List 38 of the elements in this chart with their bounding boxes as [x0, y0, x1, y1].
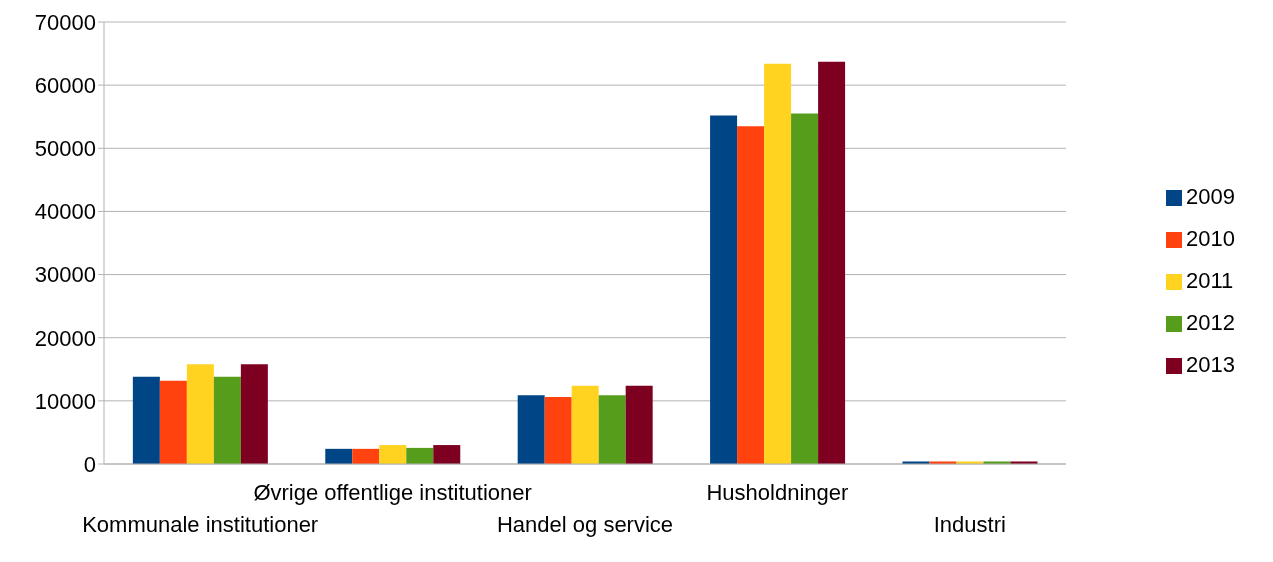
bar — [791, 113, 819, 464]
y-tick-label: 40000 — [34, 199, 96, 225]
bar — [159, 380, 187, 464]
bar — [571, 385, 599, 464]
legend-label: 2012 — [1186, 310, 1235, 335]
bar — [325, 448, 353, 464]
y-tick-label: 50000 — [34, 136, 96, 162]
bar — [710, 115, 738, 464]
legend-label: 2010 — [1186, 226, 1235, 251]
bar — [764, 63, 792, 464]
bar — [818, 61, 846, 464]
bar — [132, 376, 160, 464]
y-tick-label: 10000 — [34, 388, 96, 414]
legend-label: 2009 — [1186, 184, 1235, 209]
legend-label: 2011 — [1186, 268, 1234, 293]
x-tick-label: Industri — [933, 512, 1006, 537]
x-tick-label: Husholdninger — [706, 480, 849, 505]
bar — [186, 364, 214, 464]
x-tick-label: Kommunale institutioner — [82, 512, 319, 537]
y-tick-label: 30000 — [34, 262, 96, 288]
x-tick-label: Handel og service — [496, 512, 674, 537]
y-tick-label: 60000 — [34, 72, 96, 98]
bar — [517, 395, 545, 464]
bar — [625, 385, 653, 464]
bar — [352, 448, 380, 464]
bar — [240, 364, 268, 464]
y-tick-label: 20000 — [34, 325, 96, 351]
bar — [737, 126, 765, 464]
bar — [379, 445, 407, 464]
bar — [406, 447, 434, 464]
y-tick-label: 70000 — [34, 9, 96, 35]
bar — [433, 445, 461, 464]
bar — [213, 376, 241, 464]
legend-label: 2013 — [1186, 352, 1235, 377]
bar — [544, 397, 572, 464]
x-tick-label: Øvrige offentlige institutioner — [253, 480, 532, 505]
bar — [598, 395, 626, 464]
y-tick-label: 0 — [83, 451, 96, 477]
